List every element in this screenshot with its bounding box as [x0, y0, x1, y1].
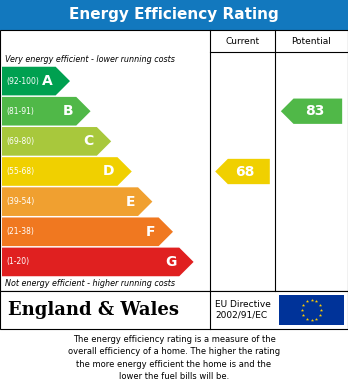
Text: (55-68): (55-68) — [6, 167, 34, 176]
Text: (92-100): (92-100) — [6, 77, 39, 86]
Text: (39-54): (39-54) — [6, 197, 34, 206]
Polygon shape — [215, 159, 270, 184]
Text: 68: 68 — [236, 165, 255, 179]
Polygon shape — [281, 99, 342, 124]
Polygon shape — [2, 248, 193, 276]
Text: EU Directive
2002/91/EC: EU Directive 2002/91/EC — [215, 300, 271, 320]
Polygon shape — [2, 157, 132, 186]
Text: 83: 83 — [305, 104, 324, 118]
Text: Energy Efficiency Rating: Energy Efficiency Rating — [69, 7, 279, 23]
Polygon shape — [2, 127, 111, 156]
Polygon shape — [2, 187, 152, 216]
Text: G: G — [165, 255, 176, 269]
Text: (1-20): (1-20) — [6, 257, 29, 266]
Text: A: A — [42, 74, 53, 88]
Polygon shape — [2, 67, 70, 95]
Polygon shape — [2, 217, 173, 246]
Bar — [0, 0, 348, 30]
Text: D: D — [103, 165, 114, 179]
Text: B: B — [63, 104, 73, 118]
Text: Current: Current — [226, 36, 260, 45]
Polygon shape — [2, 97, 90, 126]
Text: Not energy efficient - higher running costs: Not energy efficient - higher running co… — [5, 280, 175, 289]
Text: (21-38): (21-38) — [6, 227, 34, 236]
Text: C: C — [84, 135, 94, 148]
Text: England & Wales: England & Wales — [8, 301, 179, 319]
Text: F: F — [146, 225, 156, 239]
Bar — [0, 30, 348, 291]
Text: (81-91): (81-91) — [6, 107, 34, 116]
Bar — [0, 291, 348, 329]
Text: (69-80): (69-80) — [6, 137, 34, 146]
Text: E: E — [126, 195, 135, 209]
Text: The energy efficiency rating is a measure of the
overall efficiency of a home. T: The energy efficiency rating is a measur… — [68, 335, 280, 381]
Text: Very energy efficient - lower running costs: Very energy efficient - lower running co… — [5, 54, 175, 63]
Text: Potential: Potential — [292, 36, 331, 45]
Bar — [279, 295, 344, 325]
